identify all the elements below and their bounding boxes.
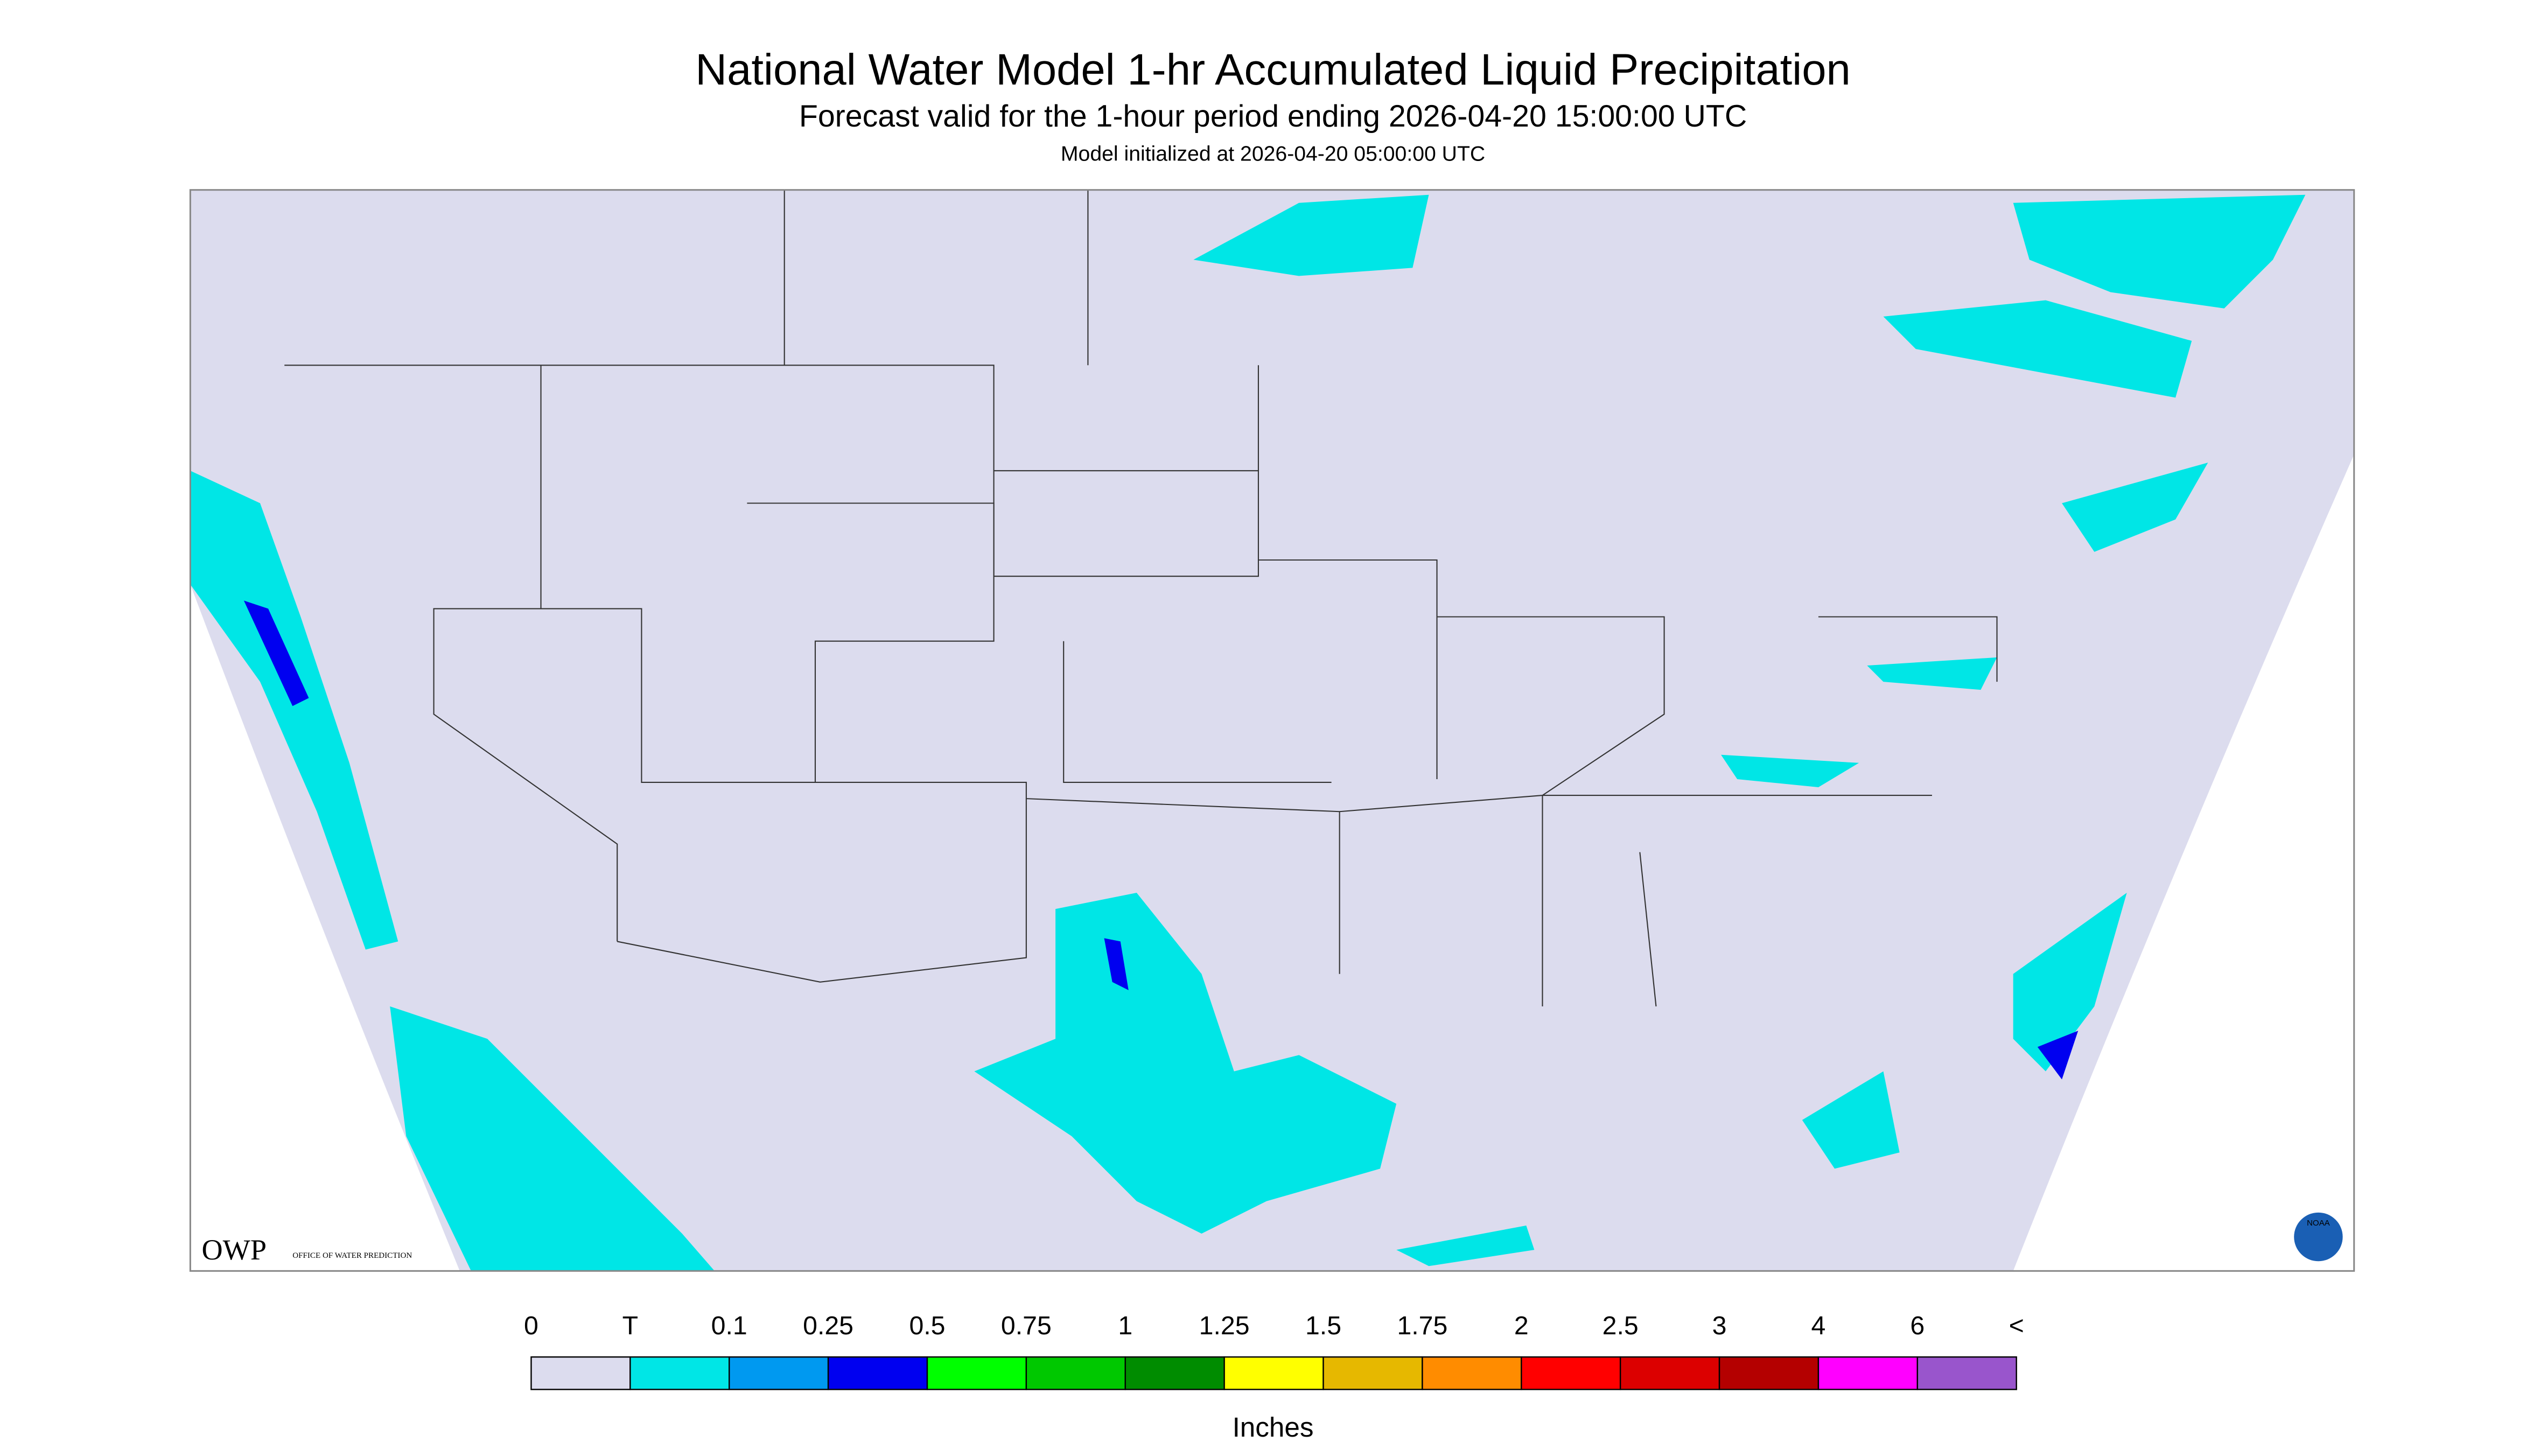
colorbar-label: 0.25 bbox=[803, 1311, 853, 1340]
colorbar-swatch bbox=[728, 1356, 829, 1390]
colorbar-label: 2 bbox=[1514, 1311, 1529, 1340]
colorbar-swatch bbox=[1916, 1356, 2017, 1390]
off-grid-right bbox=[2013, 190, 2354, 1271]
map: OWP OFFICE OF WATER PREDICTION NOAA bbox=[189, 189, 2355, 1272]
colorbar-swatch bbox=[1323, 1356, 1423, 1390]
colorbar-swatch bbox=[530, 1356, 631, 1390]
colorbar-label: 4 bbox=[1811, 1311, 1826, 1340]
map-frame bbox=[189, 189, 2355, 1272]
colorbar-swatch bbox=[629, 1356, 730, 1390]
colorbar-label: 1 bbox=[1118, 1311, 1132, 1340]
colorbar-swatch bbox=[1025, 1356, 1126, 1390]
subtitle: Forecast valid for the 1-hour period end… bbox=[799, 99, 1747, 134]
colorbar-label: 0.5 bbox=[909, 1311, 945, 1340]
noaa-logo-text: NOAA bbox=[2307, 1219, 2331, 1228]
colorbar-label: 0 bbox=[524, 1311, 538, 1340]
colorbar-label: 1.75 bbox=[1397, 1311, 1447, 1340]
colorbar-label: 0.75 bbox=[1001, 1311, 1052, 1340]
owp-logo: OWP bbox=[201, 1234, 267, 1266]
precip-areas bbox=[190, 194, 2306, 1271]
colorbar-swatch bbox=[1718, 1356, 1820, 1390]
init-note: Model initialized at 2026-04-20 05:00:00… bbox=[1061, 142, 1485, 165]
precip-heavy bbox=[243, 600, 2079, 1080]
colorbar-swatch bbox=[1422, 1356, 1522, 1390]
colorbar-label: T bbox=[622, 1311, 638, 1340]
colorbar-swatch bbox=[1817, 1356, 1919, 1390]
colorbar-swatch bbox=[1223, 1356, 1324, 1390]
title: National Water Model 1-hr Accumulated Li… bbox=[695, 45, 1850, 94]
colorbar-swatch bbox=[1619, 1356, 1720, 1390]
colorbar-label: < bbox=[2009, 1311, 2024, 1340]
colorbar-swatch bbox=[1521, 1356, 1621, 1390]
colorbar-label: 0.1 bbox=[711, 1311, 747, 1340]
owp-logo-text: OFFICE OF WATER PREDICTION bbox=[292, 1251, 412, 1260]
colorbar-swatch bbox=[827, 1356, 928, 1390]
colorbar-label: 2.5 bbox=[1603, 1311, 1639, 1340]
colorbar-swatch bbox=[1124, 1356, 1225, 1390]
colorbar-label: 6 bbox=[1910, 1311, 1925, 1340]
colorbar-label: 1.5 bbox=[1305, 1311, 1341, 1340]
off-grid-left bbox=[190, 190, 460, 1271]
colorbar-swatch bbox=[926, 1356, 1027, 1390]
state-borders bbox=[284, 190, 1998, 1007]
colorbar-units: Inches bbox=[1233, 1412, 1314, 1443]
colorbar-label: 1.25 bbox=[1199, 1311, 1250, 1340]
noaa-logo bbox=[2294, 1212, 2343, 1262]
colorbar-label: 3 bbox=[1712, 1311, 1727, 1340]
colorbar: 0 T 0.1 0.25 0.5 0.75 1 1.25 1.5 1.75 2 2.5 3 4 6 < bbox=[524, 1311, 2024, 1390]
